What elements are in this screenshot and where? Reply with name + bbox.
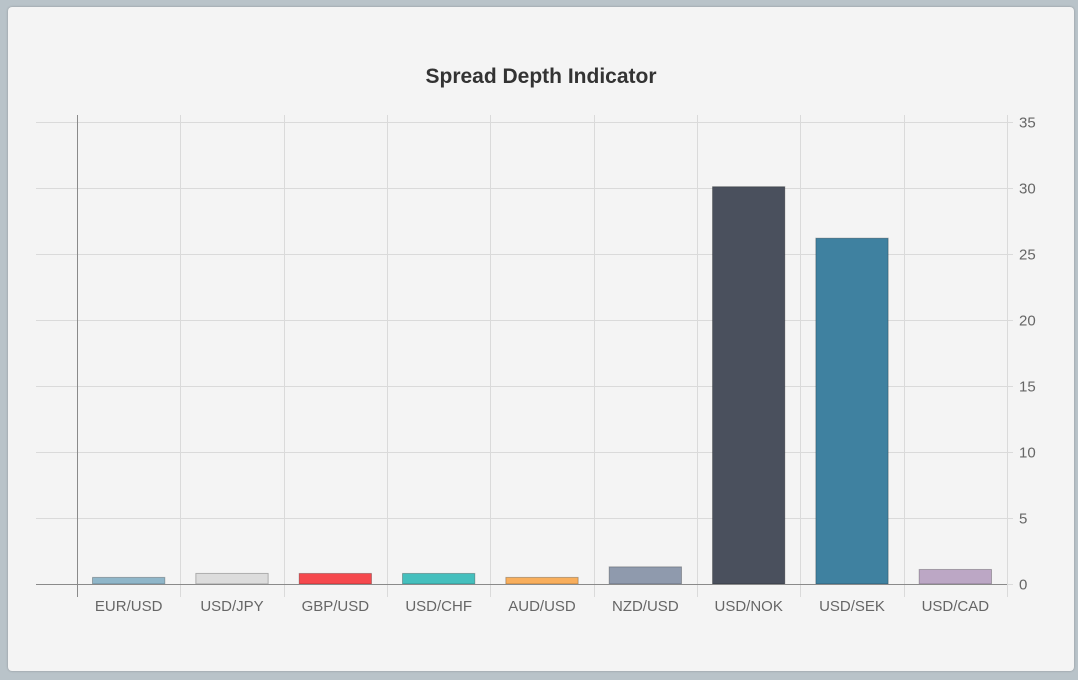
bar-usd-nok[interactable] [712,186,786,585]
x-tick-label: USD/CAD [922,598,990,615]
y-tick-label: 25 [1019,247,1036,264]
bar-usd-cad[interactable] [918,568,993,585]
bar-usd-jpy[interactable] [195,572,269,585]
tick-labels: 0 5 10 15 20 25 30 35 EUR/USD USD/JPY GBP/USD USD/C… [95,115,1036,616]
x-tick-label: USD/SEK [819,598,885,615]
x-tick-label: AUD/USD [508,598,576,615]
x-tick-label: USD/JPY [200,598,263,615]
y-tick-label: 20 [1019,313,1036,330]
y-tick-label: 10 [1019,445,1036,462]
axes [36,115,1007,597]
x-tick-label: NZD/USD [612,598,679,615]
y-tick-label: 35 [1019,115,1036,132]
y-tick-label: 5 [1019,511,1027,528]
x-tick-label: USD/CHF [405,598,472,615]
bar-aud-usd[interactable] [505,576,579,585]
bars [92,186,993,585]
bar-usd-sek[interactable] [815,237,889,585]
y-tick-label: 30 [1019,181,1036,198]
x-tick-label: EUR/USD [95,598,163,615]
y-tick-label: 0 [1019,577,1027,594]
bar-gbp-usd[interactable] [298,572,372,585]
chart-card: Spread Depth Indicator [8,7,1074,671]
bar-usd-chf[interactable] [402,572,476,585]
bar-eur-usd[interactable] [92,576,166,585]
bar-nzd-usd[interactable] [608,566,683,585]
x-tick-label: USD/NOK [714,598,782,615]
y-tick-label: 15 [1019,379,1036,396]
chart-title: Spread Depth Indicator [425,65,657,88]
x-tick-label: GBP/USD [302,598,370,615]
